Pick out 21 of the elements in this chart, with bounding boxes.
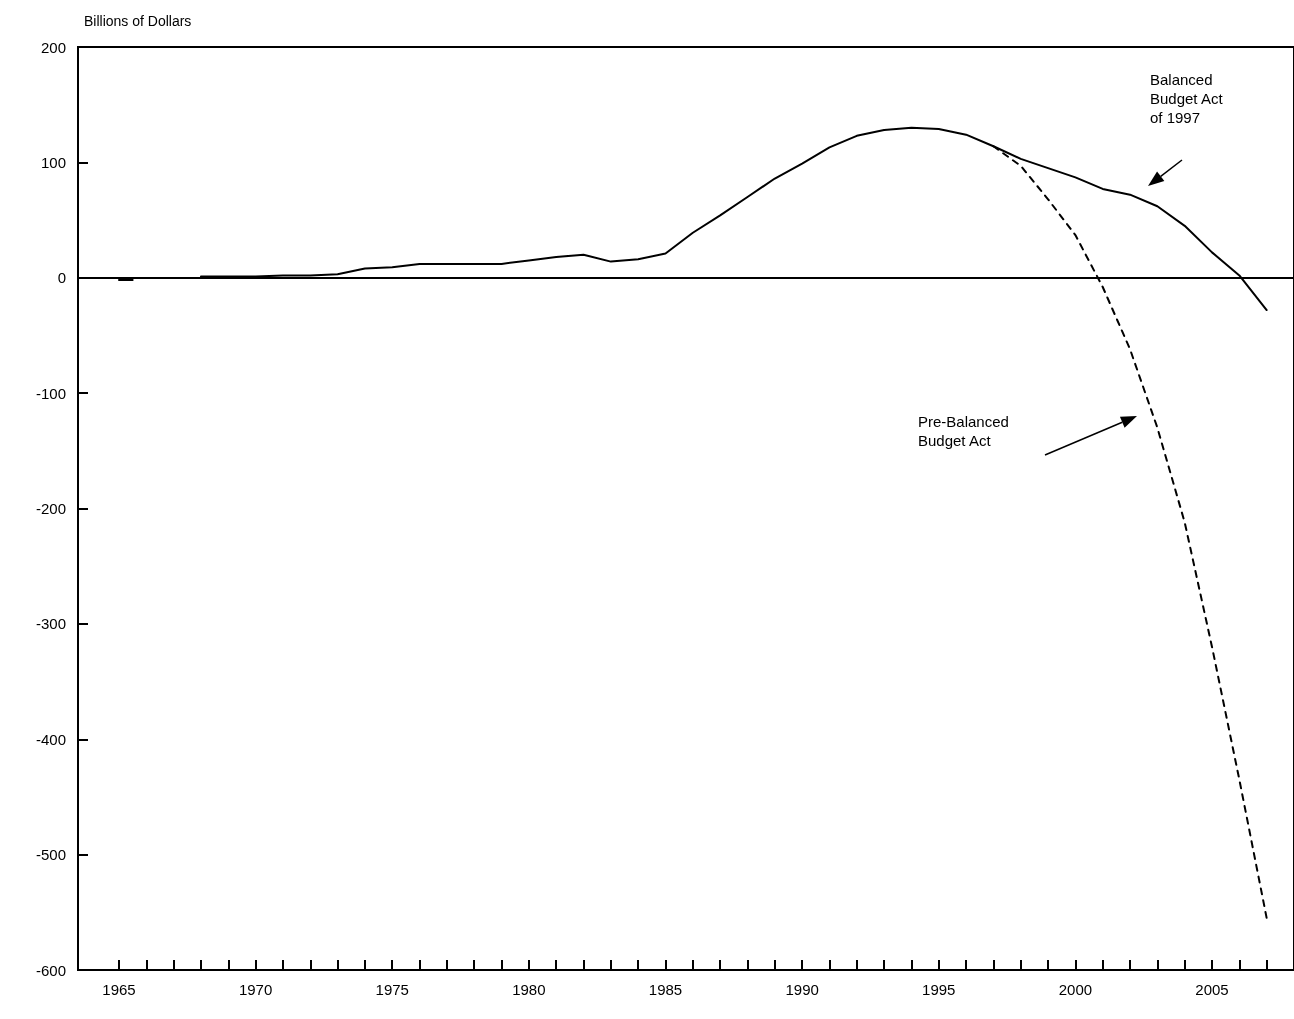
x-tick-label: 1970	[238, 981, 273, 998]
y-tick-label: -400	[35, 730, 66, 748]
annotation: Balanced Budget Act of 1997	[1150, 71, 1227, 126]
x-tick-label: 1980	[512, 981, 546, 998]
y-tick-label: -100	[35, 384, 66, 402]
y-axis-title: Billions of Dollars	[84, 13, 192, 29]
y-tick-label: 100	[40, 153, 66, 171]
x-tick-label: 2005	[1195, 981, 1229, 998]
x-tick-label: 1975	[375, 981, 409, 998]
y-tick-label: -300	[35, 615, 66, 633]
annotation: Pre-Balanced Budget Act	[918, 413, 1014, 449]
x-tick-label: 1965	[102, 981, 136, 998]
x-tick-label: 1985	[648, 981, 683, 998]
y-tick-label: -600	[35, 961, 66, 979]
y-tick-label: -200	[35, 500, 66, 517]
x-tick-label: 1995	[922, 981, 956, 998]
y-tick-label: 0	[57, 269, 66, 287]
x-tick-label: 1990	[785, 981, 819, 998]
y-tick-label: 200	[40, 38, 66, 56]
x-tick-label: 2000	[1058, 981, 1093, 998]
y-tick-label: -500	[35, 846, 66, 864]
